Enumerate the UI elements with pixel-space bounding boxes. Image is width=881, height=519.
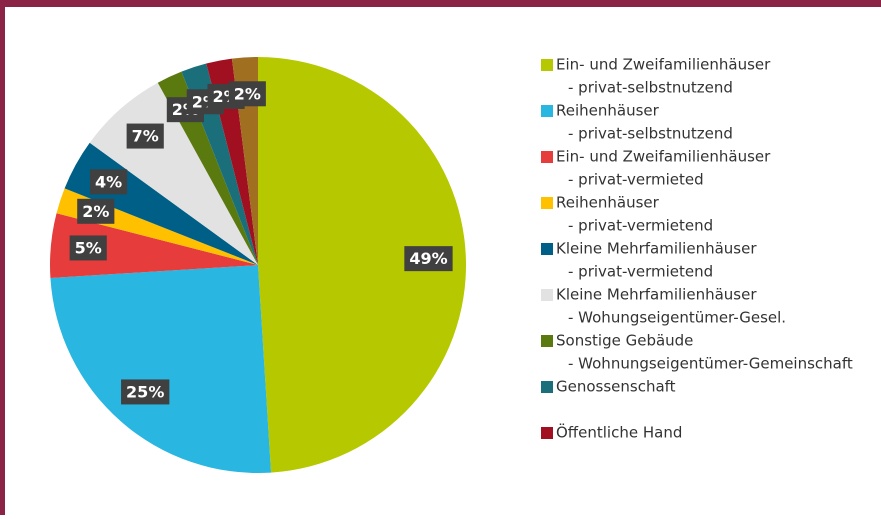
legend-swatch [541,289,553,301]
value-label: 2% [234,84,261,103]
legend-label: Reihenhäuser [556,194,660,212]
frame-left [0,0,5,515]
value-label-box [77,198,115,224]
legend-label: - Wohungseigentümer-Gesel. [568,309,786,327]
legend-label: - privat-vermietend [568,263,713,281]
value-label: 25% [126,382,164,401]
legend-label: - privat-vermietend [568,217,713,235]
value-label: 2% [82,202,109,221]
pie-slice [258,57,467,473]
legend-label: Sonstige Gebäude [556,332,693,350]
pie-slice [50,213,259,279]
legend-swatch [541,427,553,439]
legend-label: Genossenschaft [556,378,676,396]
legend-label: - Wohnungseigentümer-Gemeinschaft [568,355,853,373]
legend-label: Kleine Mehrfamilienhäuser [556,240,757,258]
legend-swatch [541,59,553,71]
legend-swatch [541,335,553,347]
value-label: 7% [132,127,159,146]
value-label-box [404,246,453,272]
value-label: 5% [75,238,102,257]
legend-swatch [541,105,553,117]
legend-label: - privat-selbstnutzend [568,79,733,97]
value-label-box [228,81,266,107]
legend-label: Öffentliche Hand [556,423,682,442]
frame-top [0,0,881,7]
pie-slice [50,265,272,474]
legend-label: Ein- und Zweifamilienhäuser [556,148,771,166]
value-label-box [69,235,107,261]
legend-label: Ein- und Zweifamilienhäuser [556,56,771,74]
legend-swatch [541,151,553,163]
legend-label: Reihenhäuser [556,102,660,120]
value-label-box [126,123,164,149]
legend-swatch [541,243,553,255]
value-label-box [89,169,128,195]
pie-slice [231,57,258,265]
legend-label: - privat-selbstnutzend [568,125,733,143]
value-label-box [121,379,170,405]
value-label: 4% [95,172,122,191]
legend-swatch [541,197,553,209]
legend-label: Kleine Mehrfamilienhäuser [556,286,757,304]
value-label: 49% [409,249,447,268]
legend-label: - privat-vermieted [568,171,704,189]
legend-swatch [541,381,553,393]
